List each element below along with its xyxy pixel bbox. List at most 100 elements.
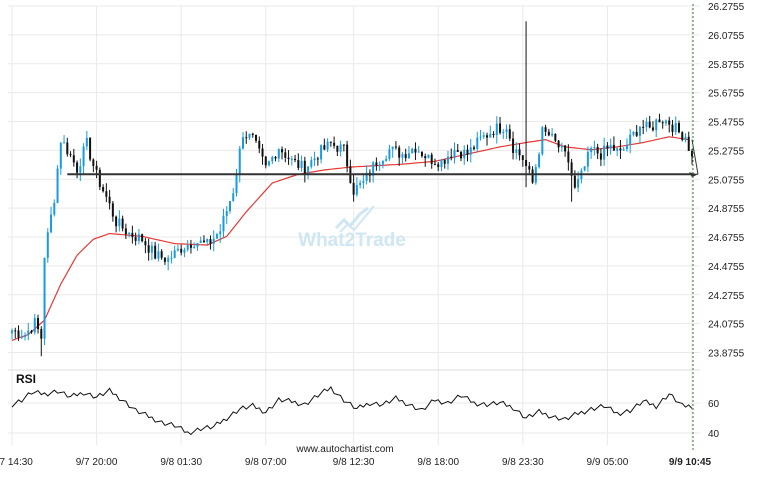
candle-body bbox=[567, 151, 570, 163]
time-tick-label: 9/7 20:00 bbox=[76, 457, 118, 468]
candle-body bbox=[102, 187, 105, 192]
candle-body bbox=[508, 129, 511, 139]
candle-body bbox=[547, 131, 550, 136]
candle-body bbox=[163, 257, 166, 262]
candle-body bbox=[167, 258, 170, 262]
candle-body bbox=[664, 120, 667, 124]
candle-body bbox=[268, 161, 271, 166]
candle-body bbox=[124, 228, 127, 235]
candle-body bbox=[401, 154, 404, 158]
candle-body bbox=[14, 330, 17, 332]
candle-body bbox=[219, 231, 222, 235]
candle-body bbox=[115, 216, 118, 227]
candle-body bbox=[134, 237, 137, 241]
time-tick-label: 9/7 14:30 bbox=[0, 457, 33, 468]
candles bbox=[10, 21, 694, 357]
candle-body bbox=[121, 218, 124, 229]
candle-body bbox=[359, 182, 362, 186]
candle-body bbox=[528, 166, 531, 170]
rsi-tick-label: 60 bbox=[708, 399, 720, 410]
price-tick-label: 25.8755 bbox=[708, 60, 745, 71]
candle-body bbox=[147, 245, 150, 253]
candle-body bbox=[59, 143, 62, 169]
candle-body bbox=[206, 239, 209, 243]
candle-body bbox=[381, 160, 384, 165]
candle-body bbox=[414, 148, 417, 153]
candle-body bbox=[50, 214, 53, 233]
support-level bbox=[67, 4, 700, 452]
candle-body bbox=[180, 248, 183, 253]
candle-body bbox=[362, 180, 365, 183]
candle-body bbox=[150, 245, 153, 253]
candle-body bbox=[635, 131, 638, 136]
candle-body bbox=[476, 137, 479, 149]
candle-body bbox=[98, 169, 101, 188]
candle-body bbox=[661, 122, 664, 124]
candle-body bbox=[307, 166, 310, 175]
candle-body bbox=[258, 140, 261, 149]
price-tick-label: 24.0755 bbox=[708, 320, 745, 331]
candle-body bbox=[625, 145, 628, 150]
candle-body bbox=[541, 127, 544, 155]
candle-body bbox=[215, 234, 218, 239]
candle-body bbox=[10, 330, 14, 334]
candle-body bbox=[297, 160, 300, 168]
candle-body bbox=[531, 169, 534, 183]
candle-body bbox=[456, 150, 459, 152]
candle-body bbox=[170, 257, 173, 259]
candle-body bbox=[202, 240, 205, 243]
candle-body bbox=[157, 251, 160, 259]
price-tick-label: 25.2755 bbox=[708, 146, 745, 157]
candle-body bbox=[46, 232, 49, 258]
time-tick-label: 9/8 23:30 bbox=[502, 457, 544, 468]
rsi-label: RSI bbox=[16, 372, 36, 386]
candle-body bbox=[398, 147, 401, 158]
candle-body bbox=[248, 133, 251, 138]
candle-body bbox=[329, 141, 332, 143]
candle-body bbox=[668, 120, 671, 125]
candle-body bbox=[564, 145, 567, 152]
candle-body bbox=[228, 201, 231, 212]
candle-body bbox=[225, 211, 228, 217]
candle-body bbox=[583, 166, 586, 171]
candle-body bbox=[128, 232, 131, 235]
candle-body bbox=[388, 149, 391, 159]
candle-body bbox=[284, 152, 287, 158]
candle-body bbox=[690, 150, 694, 157]
candle-body bbox=[241, 137, 245, 149]
candle-body bbox=[333, 142, 336, 146]
candle-body bbox=[479, 136, 482, 138]
candle-body bbox=[27, 330, 30, 336]
candle-body bbox=[209, 239, 212, 244]
rsi-tick-label: 40 bbox=[708, 429, 720, 440]
candle-body bbox=[189, 244, 192, 248]
candle-body bbox=[560, 145, 563, 148]
candle-body bbox=[629, 134, 632, 146]
candle-body bbox=[450, 156, 453, 158]
candle-body bbox=[30, 330, 33, 333]
candle-body bbox=[430, 154, 433, 164]
candle-body bbox=[486, 135, 489, 138]
candle-body bbox=[437, 164, 440, 168]
candle-body bbox=[346, 144, 349, 167]
candle-body bbox=[446, 156, 449, 164]
candle-body bbox=[95, 165, 98, 170]
time-tick-label: 9/8 07:00 bbox=[245, 457, 287, 468]
candle-body bbox=[281, 149, 284, 153]
time-tick-label: 9/9 10:45 bbox=[669, 457, 712, 468]
candle-body bbox=[557, 140, 560, 148]
candle-body bbox=[482, 135, 485, 137]
candle-body bbox=[375, 162, 378, 166]
candle-body bbox=[43, 257, 46, 339]
candle-body bbox=[89, 137, 92, 160]
price-tick-label: 26.0755 bbox=[708, 31, 745, 42]
rsi-panel: RSI 60 40 bbox=[11, 372, 720, 440]
watermark-logo-icon bbox=[334, 205, 375, 233]
candle-body bbox=[544, 127, 547, 132]
candle-body bbox=[72, 155, 75, 163]
candle-body bbox=[264, 156, 267, 166]
candle-body bbox=[599, 153, 602, 160]
candle-body bbox=[518, 149, 521, 156]
candle-body bbox=[590, 147, 593, 153]
